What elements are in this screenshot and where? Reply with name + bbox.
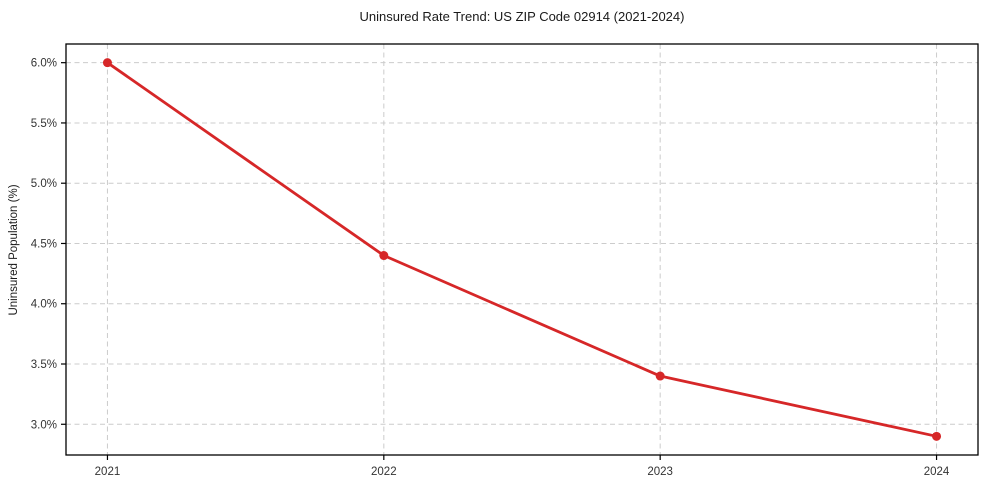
y-tick-label: 5.5% <box>31 118 57 130</box>
y-tick-label: 3.5% <box>31 359 57 371</box>
y-tick-label: 3.0% <box>31 419 57 431</box>
plot-frame <box>65 43 979 456</box>
trend-line <box>106 61 938 438</box>
data-point-marker <box>379 251 389 261</box>
y-tick-label: 6.0% <box>31 58 57 70</box>
data-point-marker <box>655 371 665 381</box>
x-tick-label: 2021 <box>95 466 121 478</box>
data-point-marker <box>932 431 942 441</box>
y-tick-label: 4.5% <box>31 238 57 250</box>
chart-title: Uninsured Rate Trend: US ZIP Code 02914 … <box>359 9 685 24</box>
x-tick-label: 2023 <box>647 466 673 478</box>
x-tick-label: 2022 <box>371 466 397 478</box>
data-point-marker <box>102 58 112 68</box>
y-tick-label: 5.0% <box>31 178 57 190</box>
x-tick-label: 2024 <box>924 466 950 478</box>
y-tick-label: 4.0% <box>31 299 57 311</box>
